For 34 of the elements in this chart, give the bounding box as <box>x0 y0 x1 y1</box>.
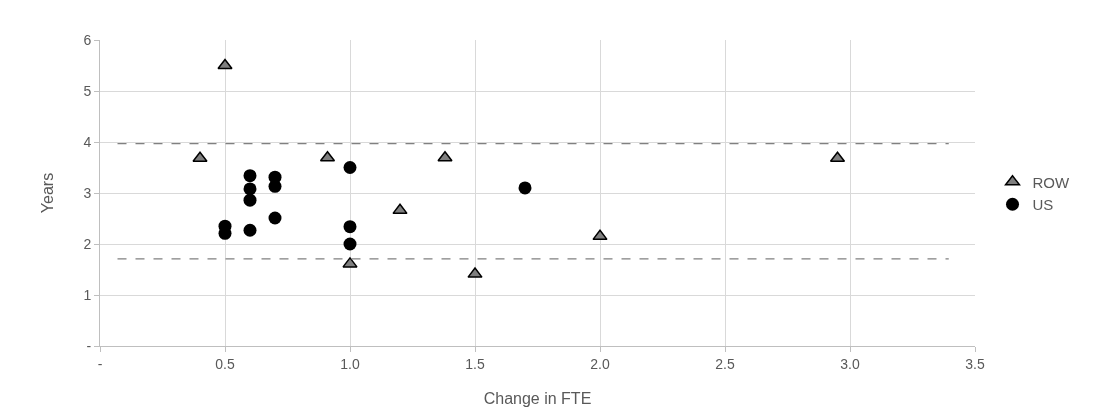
y-axis-title: Years <box>39 172 57 214</box>
point <box>343 161 357 174</box>
x-tick-label: 2.5 <box>715 355 735 372</box>
x-tick-label: 2.0 <box>590 355 610 372</box>
point <box>243 169 257 183</box>
x-tick-label: 3.5 <box>965 355 985 372</box>
point <box>392 203 408 215</box>
x-tick-label: 0.5 <box>215 355 235 372</box>
y-tick-label: 2 <box>83 235 92 252</box>
point <box>518 181 532 195</box>
x-tick-label: 1.5 <box>465 355 485 372</box>
point <box>268 179 282 193</box>
y-tick-label: 5 <box>83 82 92 99</box>
point <box>243 193 257 207</box>
point <box>243 182 257 196</box>
point <box>217 58 233 70</box>
y-tick-label: 6 <box>83 31 92 48</box>
point <box>268 211 282 225</box>
point <box>243 223 257 237</box>
x-axis-title: Change in FTE <box>483 390 592 407</box>
y-tick-label: - <box>86 337 92 354</box>
legend-label: ROW <box>1032 173 1070 191</box>
point <box>592 229 608 241</box>
y-tick-label: 4 <box>83 133 92 150</box>
x-tick-label: 1.0 <box>340 355 360 372</box>
point <box>192 151 208 163</box>
x-tick-label: - <box>97 355 103 372</box>
point <box>343 220 357 234</box>
point <box>829 151 846 163</box>
y-tick-label: 1 <box>83 286 92 303</box>
point <box>343 237 357 251</box>
y-tick-label: 3 <box>83 184 92 201</box>
legend-label: US <box>1032 196 1054 214</box>
x-tick-label: 3.0 <box>840 355 860 372</box>
